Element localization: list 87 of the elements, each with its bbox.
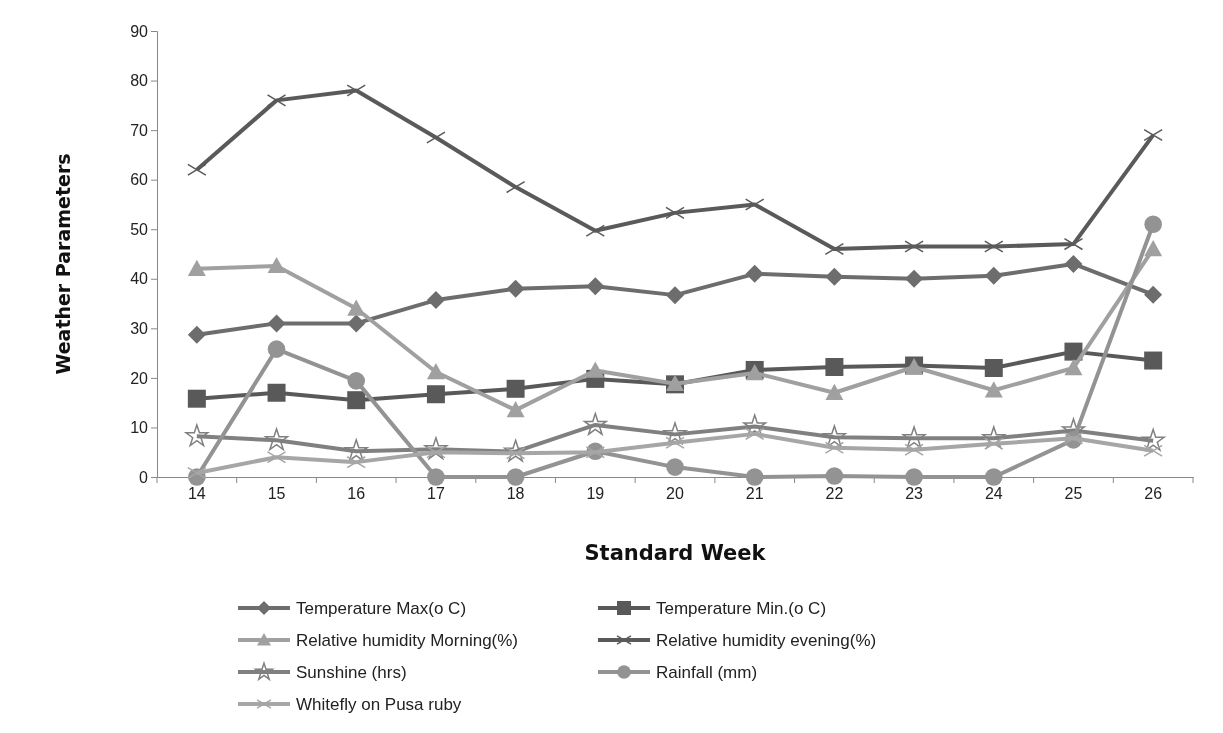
y-tick-label: 40 (130, 270, 149, 288)
legend-label: Relative humidity Morning(%) (296, 631, 519, 650)
point (905, 269, 924, 288)
x-tick-label: 22 (825, 485, 844, 503)
point (984, 468, 1003, 486)
y-tick-label: 90 (130, 22, 149, 40)
point (426, 362, 445, 380)
point (902, 426, 926, 449)
point (825, 357, 844, 376)
point (586, 277, 605, 296)
point (745, 468, 764, 486)
point (666, 286, 684, 305)
point (347, 391, 366, 410)
point (267, 383, 286, 402)
point (347, 372, 366, 390)
y-axis-title: Weather Parameters (52, 153, 74, 375)
legend-label: Whitefly on Pusa ruby (296, 695, 462, 714)
y-tick-label: 0 (139, 468, 149, 486)
point (905, 468, 923, 486)
point (1144, 351, 1163, 370)
point (1064, 254, 1083, 273)
point (267, 256, 286, 274)
point (586, 361, 605, 378)
point (504, 439, 528, 462)
x-tick-label: 14 (187, 485, 206, 503)
x-tick-label: 16 (347, 485, 366, 503)
x-tick-label: 23 (905, 485, 924, 503)
point (185, 424, 209, 447)
point (1144, 240, 1163, 257)
x-tick-label: 19 (586, 485, 605, 503)
y-tick-label: 50 (130, 220, 149, 238)
point (187, 259, 206, 277)
x-axis-title: Standard Week (584, 541, 767, 565)
y-tick-label: 60 (130, 171, 149, 189)
x-tick-label: 20 (666, 485, 684, 503)
point (1064, 358, 1083, 376)
point (267, 314, 286, 333)
legend-label: Sunshine (hrs) (296, 663, 407, 682)
point (822, 425, 846, 448)
x-tick-label: 17 (427, 485, 445, 503)
point (984, 381, 1003, 398)
point (426, 385, 445, 404)
point (187, 389, 206, 408)
y-tick-label: 10 (130, 419, 149, 437)
legend-label: Rainfall (mm) (656, 663, 758, 682)
point (346, 455, 366, 469)
legend-label: Relative humidity evening(%) (656, 631, 877, 650)
point (187, 325, 206, 344)
point (427, 468, 445, 486)
point (825, 267, 844, 286)
point (665, 206, 685, 220)
x-tick-label: 26 (1144, 485, 1163, 503)
x-tick-label: 21 (745, 485, 764, 503)
point (506, 468, 525, 486)
point (1144, 285, 1163, 304)
point (984, 358, 1003, 377)
point (1144, 215, 1162, 234)
point (344, 439, 368, 462)
point (506, 379, 525, 398)
point (267, 340, 286, 358)
point (506, 279, 525, 298)
point (1141, 428, 1165, 451)
point (1143, 128, 1163, 142)
point (984, 266, 1003, 285)
point (663, 422, 687, 445)
x-tick-label: 25 (1064, 485, 1083, 503)
x-tick-label: 18 (506, 485, 525, 503)
legend-label: Temperature Min.(o C) (656, 599, 827, 618)
point (583, 412, 607, 435)
point (1064, 342, 1083, 361)
point (347, 314, 366, 333)
point (426, 291, 445, 310)
y-tick-label: 20 (130, 369, 149, 387)
point (506, 401, 525, 418)
point (825, 383, 844, 400)
y-tick-label: 80 (130, 72, 149, 90)
point (825, 467, 844, 485)
point (264, 428, 289, 451)
x-tick-label: 24 (984, 485, 1003, 503)
point (187, 466, 207, 480)
x-tick-label: 15 (267, 485, 286, 503)
y-tick-label: 30 (130, 319, 149, 337)
point (745, 264, 764, 283)
point (424, 437, 448, 460)
point (666, 458, 684, 476)
legend-label: Temperature Max(o C) (296, 599, 467, 618)
y-tick-label: 70 (130, 121, 149, 139)
